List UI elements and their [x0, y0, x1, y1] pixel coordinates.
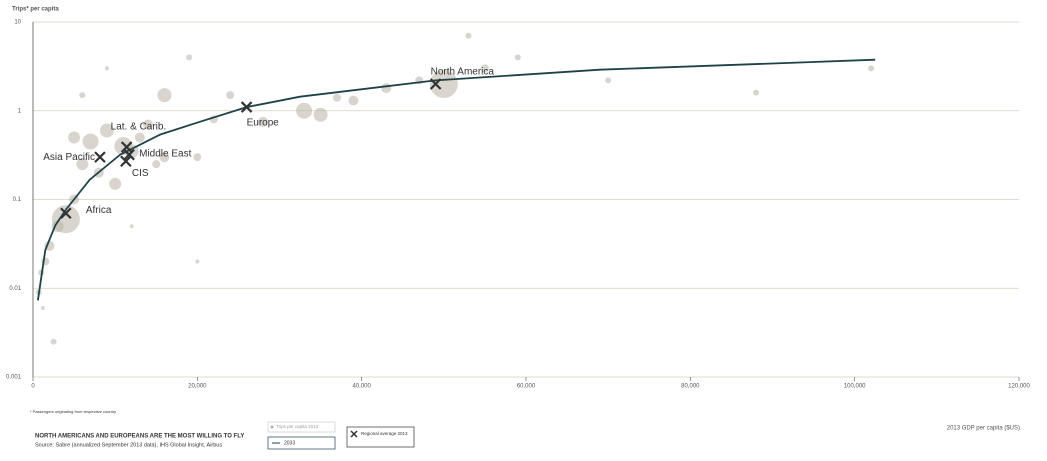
regional-average	[60, 207, 72, 220]
y-tick-label: 0.01	[9, 286, 21, 292]
region-label: Middle East	[139, 148, 191, 159]
cross-stroke	[120, 155, 132, 167]
x-tick-label: 80,000	[681, 384, 700, 390]
bubble	[381, 83, 392, 94]
regional-average	[123, 148, 135, 161]
region-label: Asia Pacific	[43, 152, 95, 163]
regional-average	[94, 151, 106, 163]
region-label: CIS	[132, 168, 149, 179]
chart-title: NORTH AMERICANS AND EUROPEANS ARE THE MO…	[35, 434, 244, 440]
bubble	[226, 91, 235, 100]
x-tick-label: 120,000	[1008, 384, 1030, 390]
region-label: Lat. & Carib.	[111, 122, 167, 133]
x-tick-label: 60,000	[517, 384, 536, 390]
bubble	[296, 102, 313, 119]
y-tick-label: 0.1	[13, 197, 22, 203]
x-tick-label: 20,000	[188, 384, 207, 390]
legend-box	[267, 436, 336, 450]
x-tick-label: 100,000	[844, 384, 866, 390]
y-axis-label: Trips* per capita	[12, 7, 59, 13]
bubble	[82, 133, 99, 150]
regional-average	[120, 141, 133, 153]
footnote: * Passengers originating from respective…	[30, 409, 116, 414]
region-label: Europe	[247, 118, 280, 129]
bubble	[134, 132, 145, 143]
x-tick-label: 40,000	[352, 384, 371, 390]
x-tick-label: 0	[31, 384, 35, 390]
bubble	[104, 66, 109, 71]
bubble	[44, 240, 55, 251]
y-tick-label: 1	[18, 108, 22, 114]
bubble	[109, 177, 122, 190]
bubble	[868, 65, 875, 72]
cross-stroke	[60, 207, 72, 220]
bubble	[313, 107, 328, 122]
regional-average	[120, 155, 132, 167]
bubble	[193, 153, 202, 162]
cross-stroke	[240, 101, 253, 113]
bubble	[195, 259, 200, 264]
bubble	[157, 88, 172, 103]
bubble	[514, 54, 521, 61]
legend-box	[267, 421, 336, 433]
bubble	[465, 32, 472, 39]
bubble	[143, 119, 154, 130]
region-label: North America	[431, 67, 495, 78]
cross-stroke	[94, 151, 106, 163]
bubble	[333, 93, 342, 102]
bubble	[258, 116, 269, 127]
legend-label: Trips per capita 2013	[276, 424, 319, 429]
legend-label: 2033	[284, 440, 295, 446]
bubble	[480, 64, 489, 73]
bubble	[68, 131, 81, 144]
bubble	[186, 54, 193, 61]
bubble	[50, 338, 57, 345]
bubble	[429, 70, 458, 99]
cross-stroke	[120, 141, 133, 153]
y-tick-label: 0.001	[6, 375, 22, 381]
bubble	[152, 160, 161, 169]
bubble	[40, 305, 45, 310]
trend-line	[37, 58, 876, 301]
legend-label: Regional average 2013	[361, 431, 408, 436]
bubble	[348, 95, 359, 106]
bubble	[753, 89, 760, 96]
cross-stroke	[123, 148, 135, 161]
legend-swatch	[270, 425, 274, 429]
y-tick-label: 10	[14, 20, 21, 26]
legend-box	[346, 426, 415, 448]
x-axis-label: 2013 GDP per capita ($US)	[947, 426, 1020, 432]
bubble	[605, 77, 612, 84]
bubble	[159, 152, 170, 163]
cross-stroke	[429, 78, 442, 90]
source: Source: Sabre (annualized September 2013…	[35, 442, 222, 448]
regional-average	[240, 101, 253, 113]
bubble	[79, 92, 86, 99]
bubble	[99, 123, 114, 138]
legend-swatch	[350, 430, 358, 438]
bubble	[76, 158, 89, 171]
bubble	[129, 224, 134, 229]
regional-average	[429, 78, 442, 90]
region-label: Africa	[86, 205, 112, 216]
